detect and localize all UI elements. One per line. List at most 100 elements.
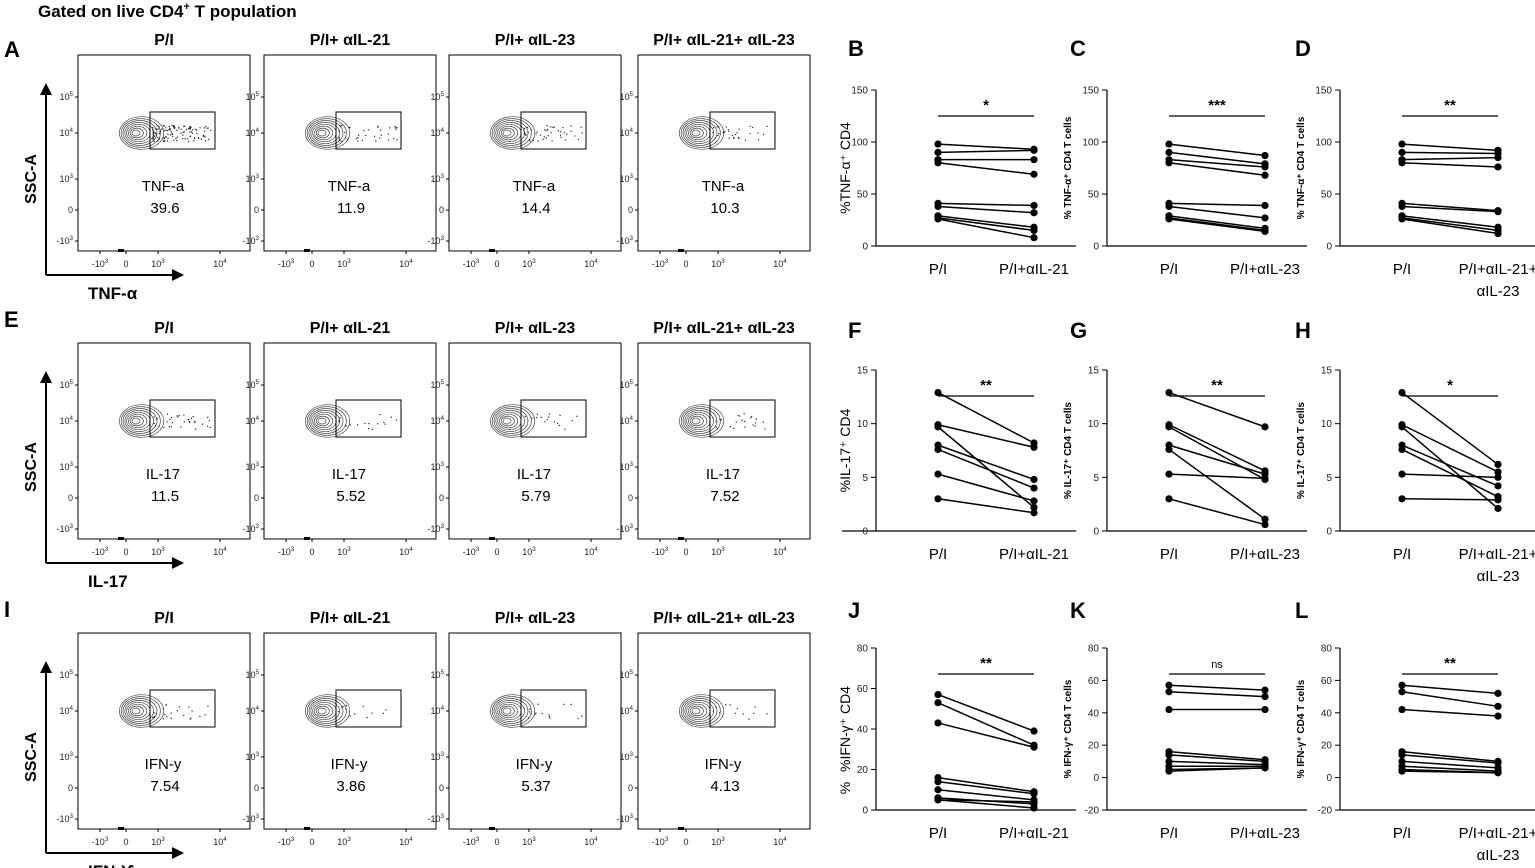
y-tick-label: 0: [68, 783, 73, 793]
data-point-pre: [1398, 140, 1406, 148]
x-tick-label: 104: [773, 258, 787, 269]
y-tick-label: 103: [619, 461, 633, 472]
gate-label: IL-17: [332, 466, 366, 483]
pair-line: [1401, 448, 1499, 498]
axis-cluster-mark: [489, 537, 495, 540]
condition-title: P/I+ αIL-21+ αIL-23: [653, 320, 795, 337]
y-tick-label: 103: [59, 173, 73, 184]
data-point-pre: [1165, 215, 1173, 223]
y-tick-label: 105: [59, 91, 73, 102]
data-point-post: [1261, 171, 1269, 179]
data-point-pre: [934, 495, 942, 503]
data-point-pre: [934, 202, 942, 211]
significance-label: **: [980, 377, 992, 394]
x-tick-label: -103: [92, 546, 109, 557]
data-point-post: [1494, 482, 1502, 490]
chart-d: D 0 50 100 150 % TNF-α⁺ CD4 T cells ** P/I P/I+α…: [1295, 36, 1535, 300]
y-tick-label: -103: [56, 813, 73, 824]
gate-events: [152, 704, 209, 720]
data-point-post: [1494, 712, 1502, 720]
y-tick-label: 60: [857, 684, 869, 695]
y-axis-label-extra: %: [837, 782, 853, 794]
data-point-pre: [1165, 423, 1173, 431]
y-axis-label: % IFN-γ⁺ CD4 T cells: [1063, 679, 1074, 778]
axis-cluster-mark: [678, 537, 684, 540]
pair-line: [937, 799, 1035, 809]
pair-line: [1401, 391, 1499, 466]
gate-box: [709, 111, 776, 150]
pair-line: [1168, 424, 1266, 472]
y-tick-label: 104: [245, 415, 259, 426]
data-point-post: [1030, 727, 1038, 735]
significance-label: *: [983, 97, 989, 114]
data-point-pre: [934, 388, 942, 397]
pair-line: [1168, 143, 1266, 157]
x-tick-label: 104: [584, 546, 598, 557]
flow-panel-a-4: P/I+ αIL-21+ αIL-23 105 104 103 0 -103 -103 0 10…: [616, 32, 811, 269]
pair-line: [1401, 690, 1499, 708]
y-tick-label: 15: [857, 366, 869, 377]
condition-title: P/I+ αIL-23: [495, 320, 576, 337]
gate-label: IFN-y: [145, 756, 182, 773]
data-point-pre: [1165, 767, 1173, 775]
data-point-pre: [1398, 470, 1406, 478]
y-tick-label: 105: [430, 91, 444, 102]
significance-label: **: [1211, 377, 1223, 394]
chart-f: F 0 5 10 15 %IL-17⁺ CD4 ** P/I P/I+αIL-21: [837, 318, 1076, 563]
plot-frame: [263, 632, 437, 830]
flow-panel-a-3: P/I+ αIL-23 105 104 103 0 -103 -103 0 103 104 TNF-…: [427, 32, 622, 269]
y-axis-label: %TNF-α⁺ CD4: [837, 122, 853, 214]
y-tick-label: 5: [1093, 473, 1099, 484]
data-point-post: [1494, 468, 1502, 476]
data-point-post: [1030, 156, 1038, 164]
gate-percentage: 4.13: [710, 778, 739, 795]
data-point-post: [1030, 170, 1038, 178]
pair-line: [937, 473, 1035, 502]
axis-cluster-mark: [304, 827, 310, 830]
x-tick-label: -103: [652, 836, 669, 847]
significance-label: **: [980, 655, 992, 672]
condition-title: P/I+ αIL-21: [310, 320, 391, 337]
pair-line: [937, 205, 1035, 214]
gate-percentage: 7.54: [150, 778, 179, 795]
y-axis-label: % IFN-γ⁺ CD4 T cells: [1296, 679, 1307, 778]
flow-panel-a-1: P/I 105 104 103 0 -103 -103 0 103 104 TNF-a 39.6: [56, 32, 251, 269]
significance-label: ns: [1211, 659, 1223, 671]
condition-title: P/I+ αIL-23: [495, 610, 576, 627]
data-point-post: [1494, 473, 1502, 481]
plot-frame: [263, 342, 437, 540]
x-tick-label: -103: [278, 546, 295, 557]
y-tick-label: 103: [430, 173, 444, 184]
chart-j: J 0 20 40 60 80 %IFN-γ⁺ CD4% ** P/I P/I+αIL-21: [837, 598, 1076, 842]
y-tick-label: 40: [857, 725, 869, 736]
category-label: P/I+αIL-21: [999, 261, 1069, 278]
axis-cluster-mark: [118, 827, 124, 830]
data-point-post: [1030, 201, 1038, 210]
x-arrowhead-icon: [172, 847, 184, 859]
flow-panel-e-4: P/I+ αIL-21+ αIL-23 105 104 103 0 -103 -103 0 10…: [616, 320, 811, 557]
axis-cluster-mark: [118, 537, 124, 540]
gate-percentage: 5.79: [521, 488, 550, 505]
y-tick-label: 0: [1093, 527, 1099, 538]
pair-line: [937, 498, 1035, 514]
y-tick-label: 0: [439, 783, 444, 793]
data-point-post: [1494, 689, 1502, 697]
flow-panel-i-1: P/I 105 104 103 0 -103 -103 0 103 104 IFN-y 7.54: [56, 610, 251, 847]
population-contour: [119, 694, 165, 728]
y-tick-label: 80: [1088, 644, 1100, 655]
flow-panel-a-2: P/I+ αIL-21 105 104 103 0 -103 -103 0 103 104 TNF-…: [242, 32, 437, 269]
data-point-pre: [1398, 767, 1406, 775]
x-tick-label: 0: [309, 547, 314, 557]
data-point-post: [1261, 705, 1269, 714]
y-tick-label: 0: [862, 242, 868, 253]
pair-line: [1401, 765, 1499, 772]
data-point-post: [1261, 475, 1269, 484]
y-tick-label: 10: [857, 419, 869, 430]
pair-line: [1401, 473, 1499, 479]
flow-cytometry-panels: A TNF-α SSC-A P/I 105 104 103 0 -103 -103 0 103 104 T…: [4, 32, 811, 868]
x-tick-label: 103: [522, 836, 536, 847]
gate-events: [338, 125, 398, 142]
flow-row-e: E IL-17 SSC-A P/I 105 104 103 0 -103 -103 0 103 104 I…: [4, 307, 811, 591]
panel-letter: G: [1070, 318, 1087, 343]
data-point-pre: [934, 796, 942, 804]
